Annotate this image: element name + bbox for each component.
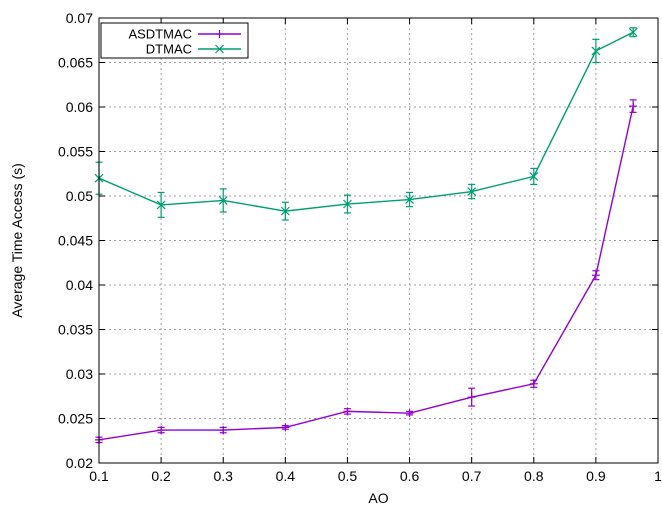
series-line xyxy=(98,31,634,212)
x-tick-label: 0.1 xyxy=(89,468,109,484)
series-layer xyxy=(94,27,638,444)
data-point xyxy=(529,379,538,388)
x-tick-label: 0.9 xyxy=(586,468,606,484)
legend-item-asdtmac: ASDTMAC xyxy=(128,27,241,42)
data-point xyxy=(467,393,476,402)
x-tick-label: 0.4 xyxy=(276,468,296,484)
x-tick-label: 1 xyxy=(654,468,662,484)
y-tick-label: 0.03 xyxy=(66,366,93,382)
x-tick-label: 0.3 xyxy=(213,468,233,484)
x-axis-label: AO xyxy=(368,490,388,506)
y-tick-label: 0.04 xyxy=(66,277,93,293)
y-tick-label: 0.055 xyxy=(58,144,93,160)
marker-stroke xyxy=(280,206,290,216)
y-tick-label: 0.02 xyxy=(66,455,93,471)
legend-label: DTMAC xyxy=(146,42,192,57)
data-point xyxy=(280,206,290,216)
data-point xyxy=(343,407,352,416)
data-point xyxy=(405,195,414,204)
x-tick-label: 0.6 xyxy=(400,468,420,484)
x-tick-label: 0.8 xyxy=(524,468,544,484)
data-point xyxy=(218,196,228,205)
x-tick-label: 0.5 xyxy=(338,468,358,484)
x-tick-label: 0.2 xyxy=(151,468,171,484)
axis-ticks: 0.1 0.2 0.3 0.4 0.5 0.6 0.7 0.8 0.9 1 0.02 0.025 0.0… xyxy=(58,10,662,484)
series-line xyxy=(98,105,634,441)
marker-stroke xyxy=(405,195,414,204)
marker-stroke xyxy=(343,199,352,209)
y-axis-label: Average Time Access (s) xyxy=(9,163,25,318)
data-point xyxy=(343,199,352,209)
marker-stroke xyxy=(467,187,477,196)
y-tick-label: 0.045 xyxy=(58,233,93,249)
x-tick-label: 0.7 xyxy=(462,468,482,484)
grid-lines xyxy=(99,18,658,463)
data-point xyxy=(405,409,414,418)
y-tick-label: 0.07 xyxy=(66,10,93,26)
data-point xyxy=(629,102,638,111)
data-point xyxy=(628,27,638,37)
marker-stroke xyxy=(218,196,228,205)
legend-box xyxy=(100,22,249,59)
y-tick-label: 0.025 xyxy=(58,411,93,427)
y-tick-label: 0.05 xyxy=(66,188,93,204)
y-tick-label: 0.065 xyxy=(58,55,93,71)
marker-stroke xyxy=(156,200,166,210)
data-point xyxy=(156,200,166,210)
data-point xyxy=(467,187,477,196)
y-tick-label: 0.06 xyxy=(66,99,93,115)
data-point xyxy=(219,426,228,435)
marker-stroke xyxy=(529,171,539,181)
data-point xyxy=(157,426,166,435)
marker-stroke xyxy=(591,46,601,56)
legend-marker xyxy=(215,30,224,38)
data-point xyxy=(281,423,290,432)
marker-stroke xyxy=(628,27,638,37)
legend-item-dtmac: DTMAC xyxy=(146,42,241,57)
legend-label: ASDTMAC xyxy=(128,27,192,42)
legend-marker xyxy=(215,44,224,54)
data-point xyxy=(591,46,601,56)
data-point xyxy=(591,271,600,280)
y-tick-label: 0.035 xyxy=(58,322,93,338)
marker-stroke xyxy=(215,44,224,54)
data-point xyxy=(529,171,539,181)
